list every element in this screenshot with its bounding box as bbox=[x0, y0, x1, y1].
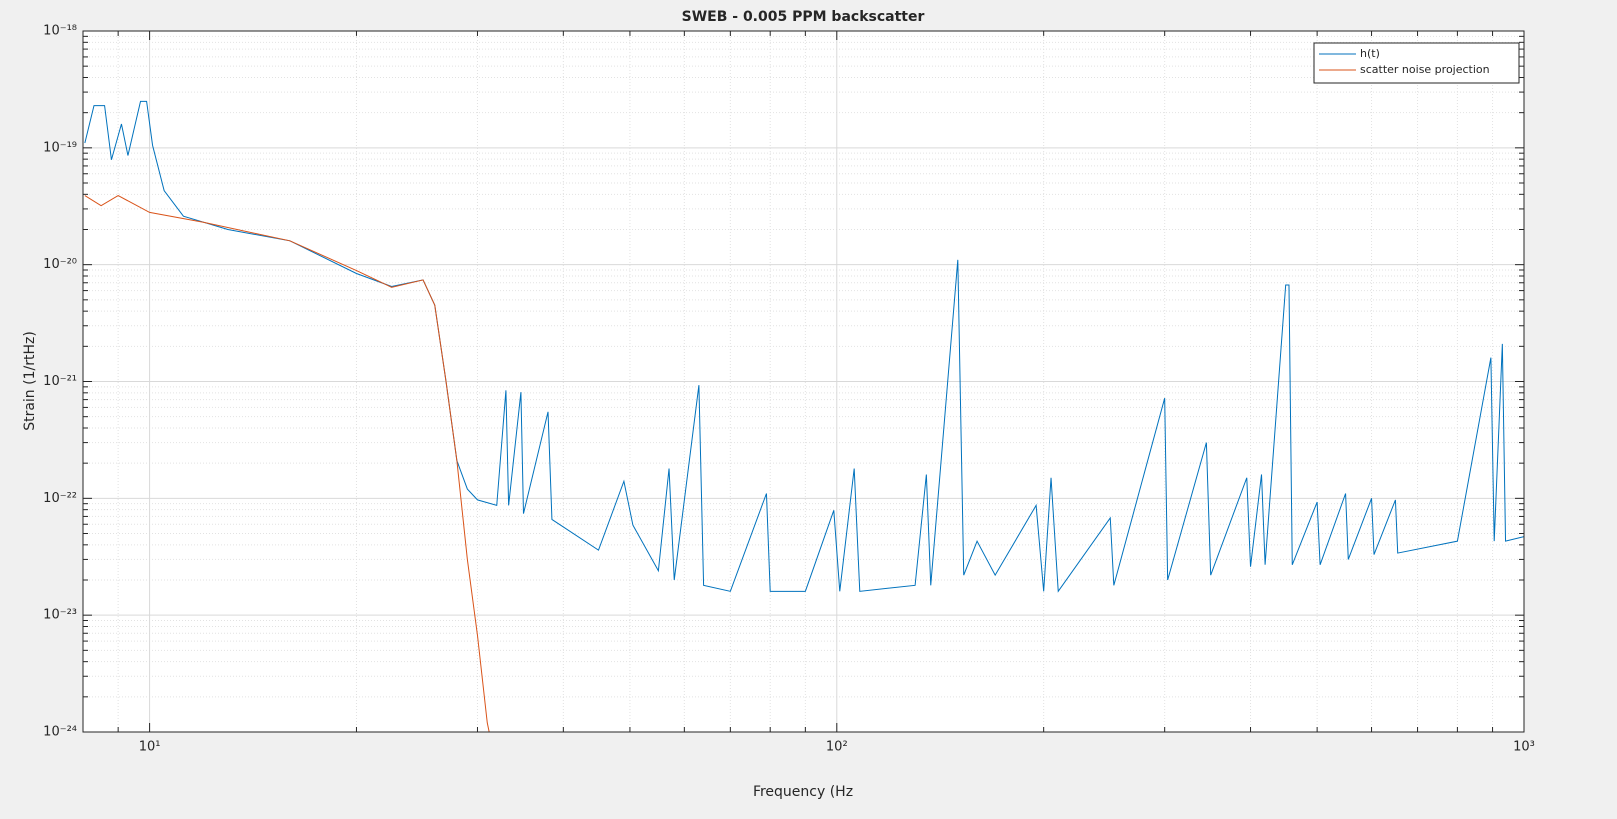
chart-title: SWEB - 0.005 PPM backscatter bbox=[682, 9, 925, 25]
legend-box bbox=[1313, 42, 1520, 84]
y-tick-label: 10⁻²³ bbox=[43, 608, 77, 623]
axes-box bbox=[82, 30, 1525, 733]
x-tick-label: 10² bbox=[826, 740, 848, 755]
y-tick-label: 10⁻²⁴ bbox=[43, 725, 77, 740]
legend-label: h(t) bbox=[1360, 47, 1380, 60]
x-tick-label: 10³ bbox=[1513, 740, 1535, 755]
y-tick-label: 10⁻²⁰ bbox=[43, 257, 77, 272]
legend-label: scatter noise projection bbox=[1360, 63, 1490, 76]
series-line bbox=[84, 195, 490, 733]
x-tick-label: 10¹ bbox=[139, 740, 161, 755]
y-tick-label: 10⁻¹⁹ bbox=[43, 140, 77, 155]
series-line bbox=[84, 100, 1525, 593]
y-tick-label: 10⁻¹⁸ bbox=[43, 24, 77, 39]
y-tick-label: 10⁻²¹ bbox=[43, 374, 77, 389]
y-axis-label: Strain (1/rtHz) bbox=[22, 331, 38, 431]
x-axis-label: Frequency (Hz bbox=[753, 784, 853, 800]
y-tick-label: 10⁻²² bbox=[43, 491, 77, 506]
